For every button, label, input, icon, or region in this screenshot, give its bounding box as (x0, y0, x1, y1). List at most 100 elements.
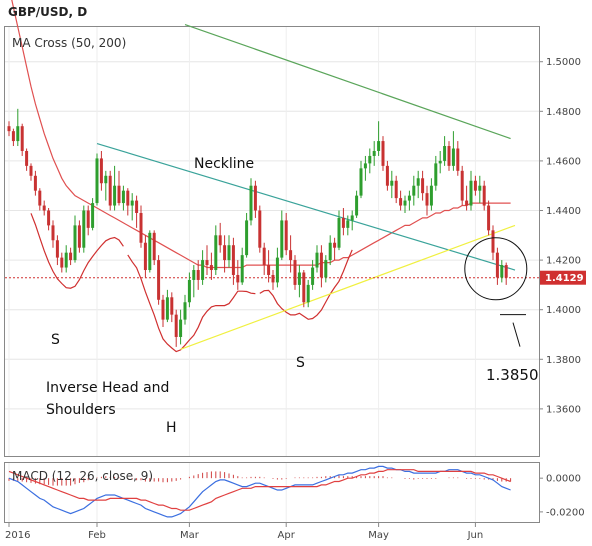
last-price-tag (540, 270, 586, 285)
y-tick-label: 1.3800 (546, 355, 581, 366)
time-axis: 2016 Feb Mar Apr May Jun (5, 522, 483, 541)
candle-body (403, 200, 407, 206)
trend-lines (5, 142, 539, 350)
candle-body (170, 297, 174, 315)
candle-body (135, 200, 139, 213)
target-label: 1.3850 (486, 366, 539, 384)
candle-body (64, 252, 68, 268)
y-tick-label: 1.4600 (546, 156, 581, 167)
ma-cross-label: MA Cross (50, 200) (12, 36, 126, 50)
candle-body (51, 225, 55, 241)
candle-body (306, 284, 310, 303)
candle-body (240, 255, 244, 283)
x-tick-label: May (368, 530, 389, 541)
x-tick-label: Apr (278, 530, 296, 541)
candle-body (187, 279, 191, 303)
candle-body (412, 185, 416, 196)
breakout-circle (464, 237, 528, 301)
last-price-label: 1.4129 (545, 273, 584, 284)
pattern-label-line1: Inverse Head and (46, 380, 169, 396)
candle-body (390, 180, 394, 186)
candle-body (143, 242, 147, 271)
candle-body (319, 252, 323, 278)
candle-body (421, 178, 425, 194)
candle-body (289, 250, 293, 261)
y-tick-label: 1.5000 (546, 57, 581, 68)
candle-body (42, 205, 46, 211)
y-tick-label: 1.4200 (546, 256, 581, 267)
candle-body (346, 220, 350, 228)
candle-body (280, 220, 284, 258)
candle-body (47, 210, 51, 226)
candle-body (315, 252, 319, 268)
candle-body (359, 168, 363, 196)
right-shoulder-label: S (296, 355, 305, 371)
macd-line (8, 465, 511, 518)
candle-body (473, 180, 477, 191)
pattern-label-line2: Shoulders (46, 402, 116, 418)
candle-body (108, 175, 112, 206)
target-pointer (512, 322, 521, 347)
candle-body (82, 210, 86, 248)
candle-body (407, 195, 411, 201)
candle-body (372, 150, 376, 156)
pattern-curve (259, 249, 353, 320)
candle-body (328, 242, 332, 261)
candle-body (495, 252, 499, 278)
y-tick-label: 1.4000 (546, 305, 581, 316)
candle-body (324, 260, 328, 278)
candle-body (258, 210, 262, 248)
candle-body (267, 265, 271, 275)
left-shoulder-label: S (51, 332, 60, 348)
candle-body (126, 190, 130, 206)
candle-body (104, 175, 108, 184)
candle-body (227, 245, 231, 261)
y-tick-label: 1.3600 (546, 404, 581, 415)
candle-body (381, 141, 385, 166)
candle-body (11, 131, 15, 142)
candle-body (161, 299, 165, 320)
candle-body (337, 217, 341, 248)
candle-body (399, 198, 403, 206)
candle-body (231, 245, 235, 275)
candle-body (77, 225, 81, 248)
pattern-curve (127, 254, 256, 353)
candle-body (355, 195, 359, 216)
candle-body (491, 230, 495, 253)
candle-body (183, 302, 187, 320)
pattern-curve (30, 213, 124, 289)
candle-body (429, 185, 433, 206)
grid (5, 27, 539, 522)
candle-body (179, 319, 183, 337)
candle-body (284, 220, 288, 251)
candle-body (245, 220, 249, 256)
candle-body (416, 178, 420, 186)
candle-body (86, 210, 90, 228)
candle-body (456, 148, 460, 171)
candle-body (478, 185, 482, 191)
candle-body (434, 163, 438, 186)
chart-title: GBP/USD, D (8, 5, 87, 19)
candle-body (205, 260, 209, 266)
candle-body (368, 155, 372, 164)
x-tick-label: Mar (180, 530, 200, 541)
candle-body (174, 314, 178, 337)
macd-y-tick-label: -0.0200 (546, 507, 585, 518)
candle-body (487, 205, 491, 231)
candle-body (20, 126, 24, 151)
candle-body (465, 200, 469, 206)
macd-signal-line (8, 469, 511, 511)
candle-body (385, 165, 389, 186)
candle-body (341, 217, 345, 228)
candle-body (425, 193, 429, 206)
macd-y-tick-label: 0.0000 (546, 474, 581, 485)
candle-body (293, 260, 297, 285)
candle-body (209, 265, 213, 271)
candlesticks (7, 108, 508, 347)
candle-body (157, 260, 161, 300)
candle-body (69, 252, 73, 261)
macd-indicator: 0.0000 -0.0200 (8, 465, 585, 518)
candle-body (377, 141, 381, 151)
candle-body (33, 175, 37, 191)
